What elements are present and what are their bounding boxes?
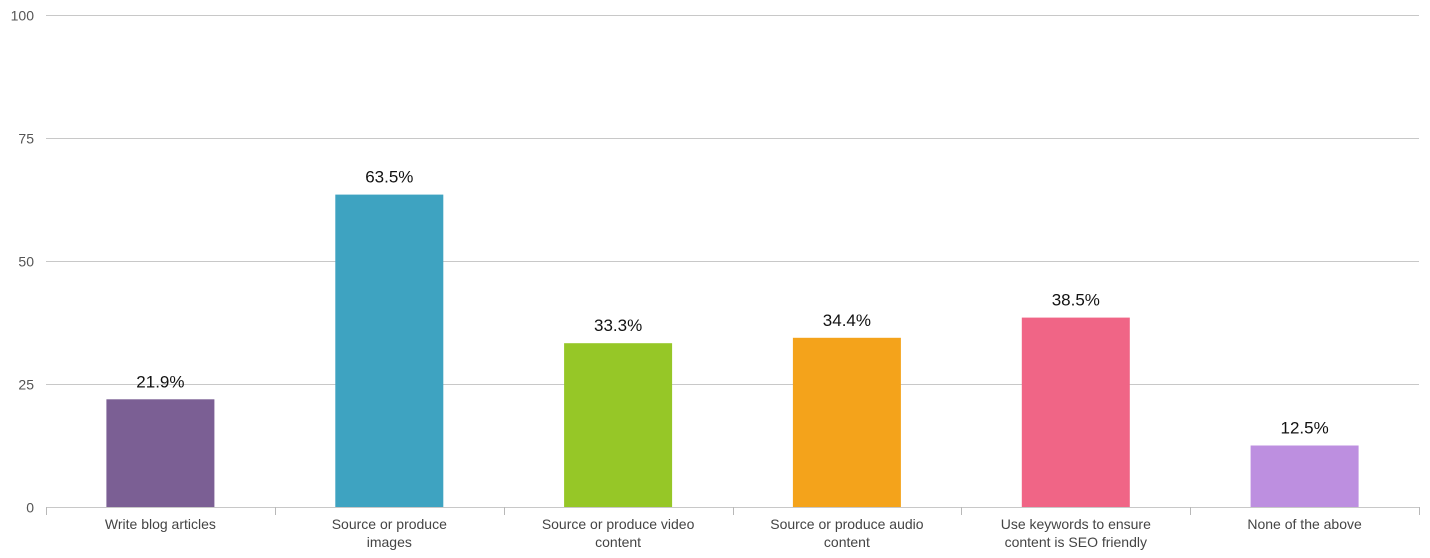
bar bbox=[1250, 445, 1359, 507]
bar bbox=[564, 343, 673, 507]
data-labels: 21.9% 63.5% 33.3% 34.4% 38.5% 12.5% bbox=[136, 168, 1328, 438]
bar bbox=[335, 194, 444, 507]
bars bbox=[106, 194, 1359, 507]
data-label: 38.5% bbox=[1052, 291, 1100, 310]
x-axis-categories: Write blog articles Source or produce imag… bbox=[105, 516, 1362, 550]
bar bbox=[792, 337, 901, 507]
y-tick-label: 100 bbox=[11, 8, 35, 24]
data-label: 63.5% bbox=[365, 168, 413, 187]
bar bbox=[1021, 317, 1130, 507]
category-label: Source or produce audio content bbox=[770, 516, 924, 550]
category-label: Write blog articles bbox=[105, 516, 216, 532]
data-label: 12.5% bbox=[1280, 419, 1328, 438]
bar bbox=[106, 399, 215, 507]
data-label: 21.9% bbox=[136, 372, 184, 391]
category-label: None of the above bbox=[1247, 516, 1362, 532]
y-tick-label: 25 bbox=[18, 377, 34, 393]
data-label: 34.4% bbox=[823, 311, 871, 330]
y-tick-label: 75 bbox=[18, 131, 34, 147]
y-tick-label: 0 bbox=[26, 500, 34, 516]
y-tick-label: 50 bbox=[18, 254, 34, 270]
y-axis-ticks: 0 25 50 75 100 bbox=[11, 8, 35, 516]
category-label: Use keywords to ensure content is SEO fri… bbox=[1001, 516, 1151, 550]
category-label: Source or produce video content bbox=[542, 516, 695, 550]
gridlines bbox=[46, 15, 1420, 515]
category-label: Source or produce images bbox=[332, 516, 447, 550]
data-label: 33.3% bbox=[594, 316, 642, 335]
